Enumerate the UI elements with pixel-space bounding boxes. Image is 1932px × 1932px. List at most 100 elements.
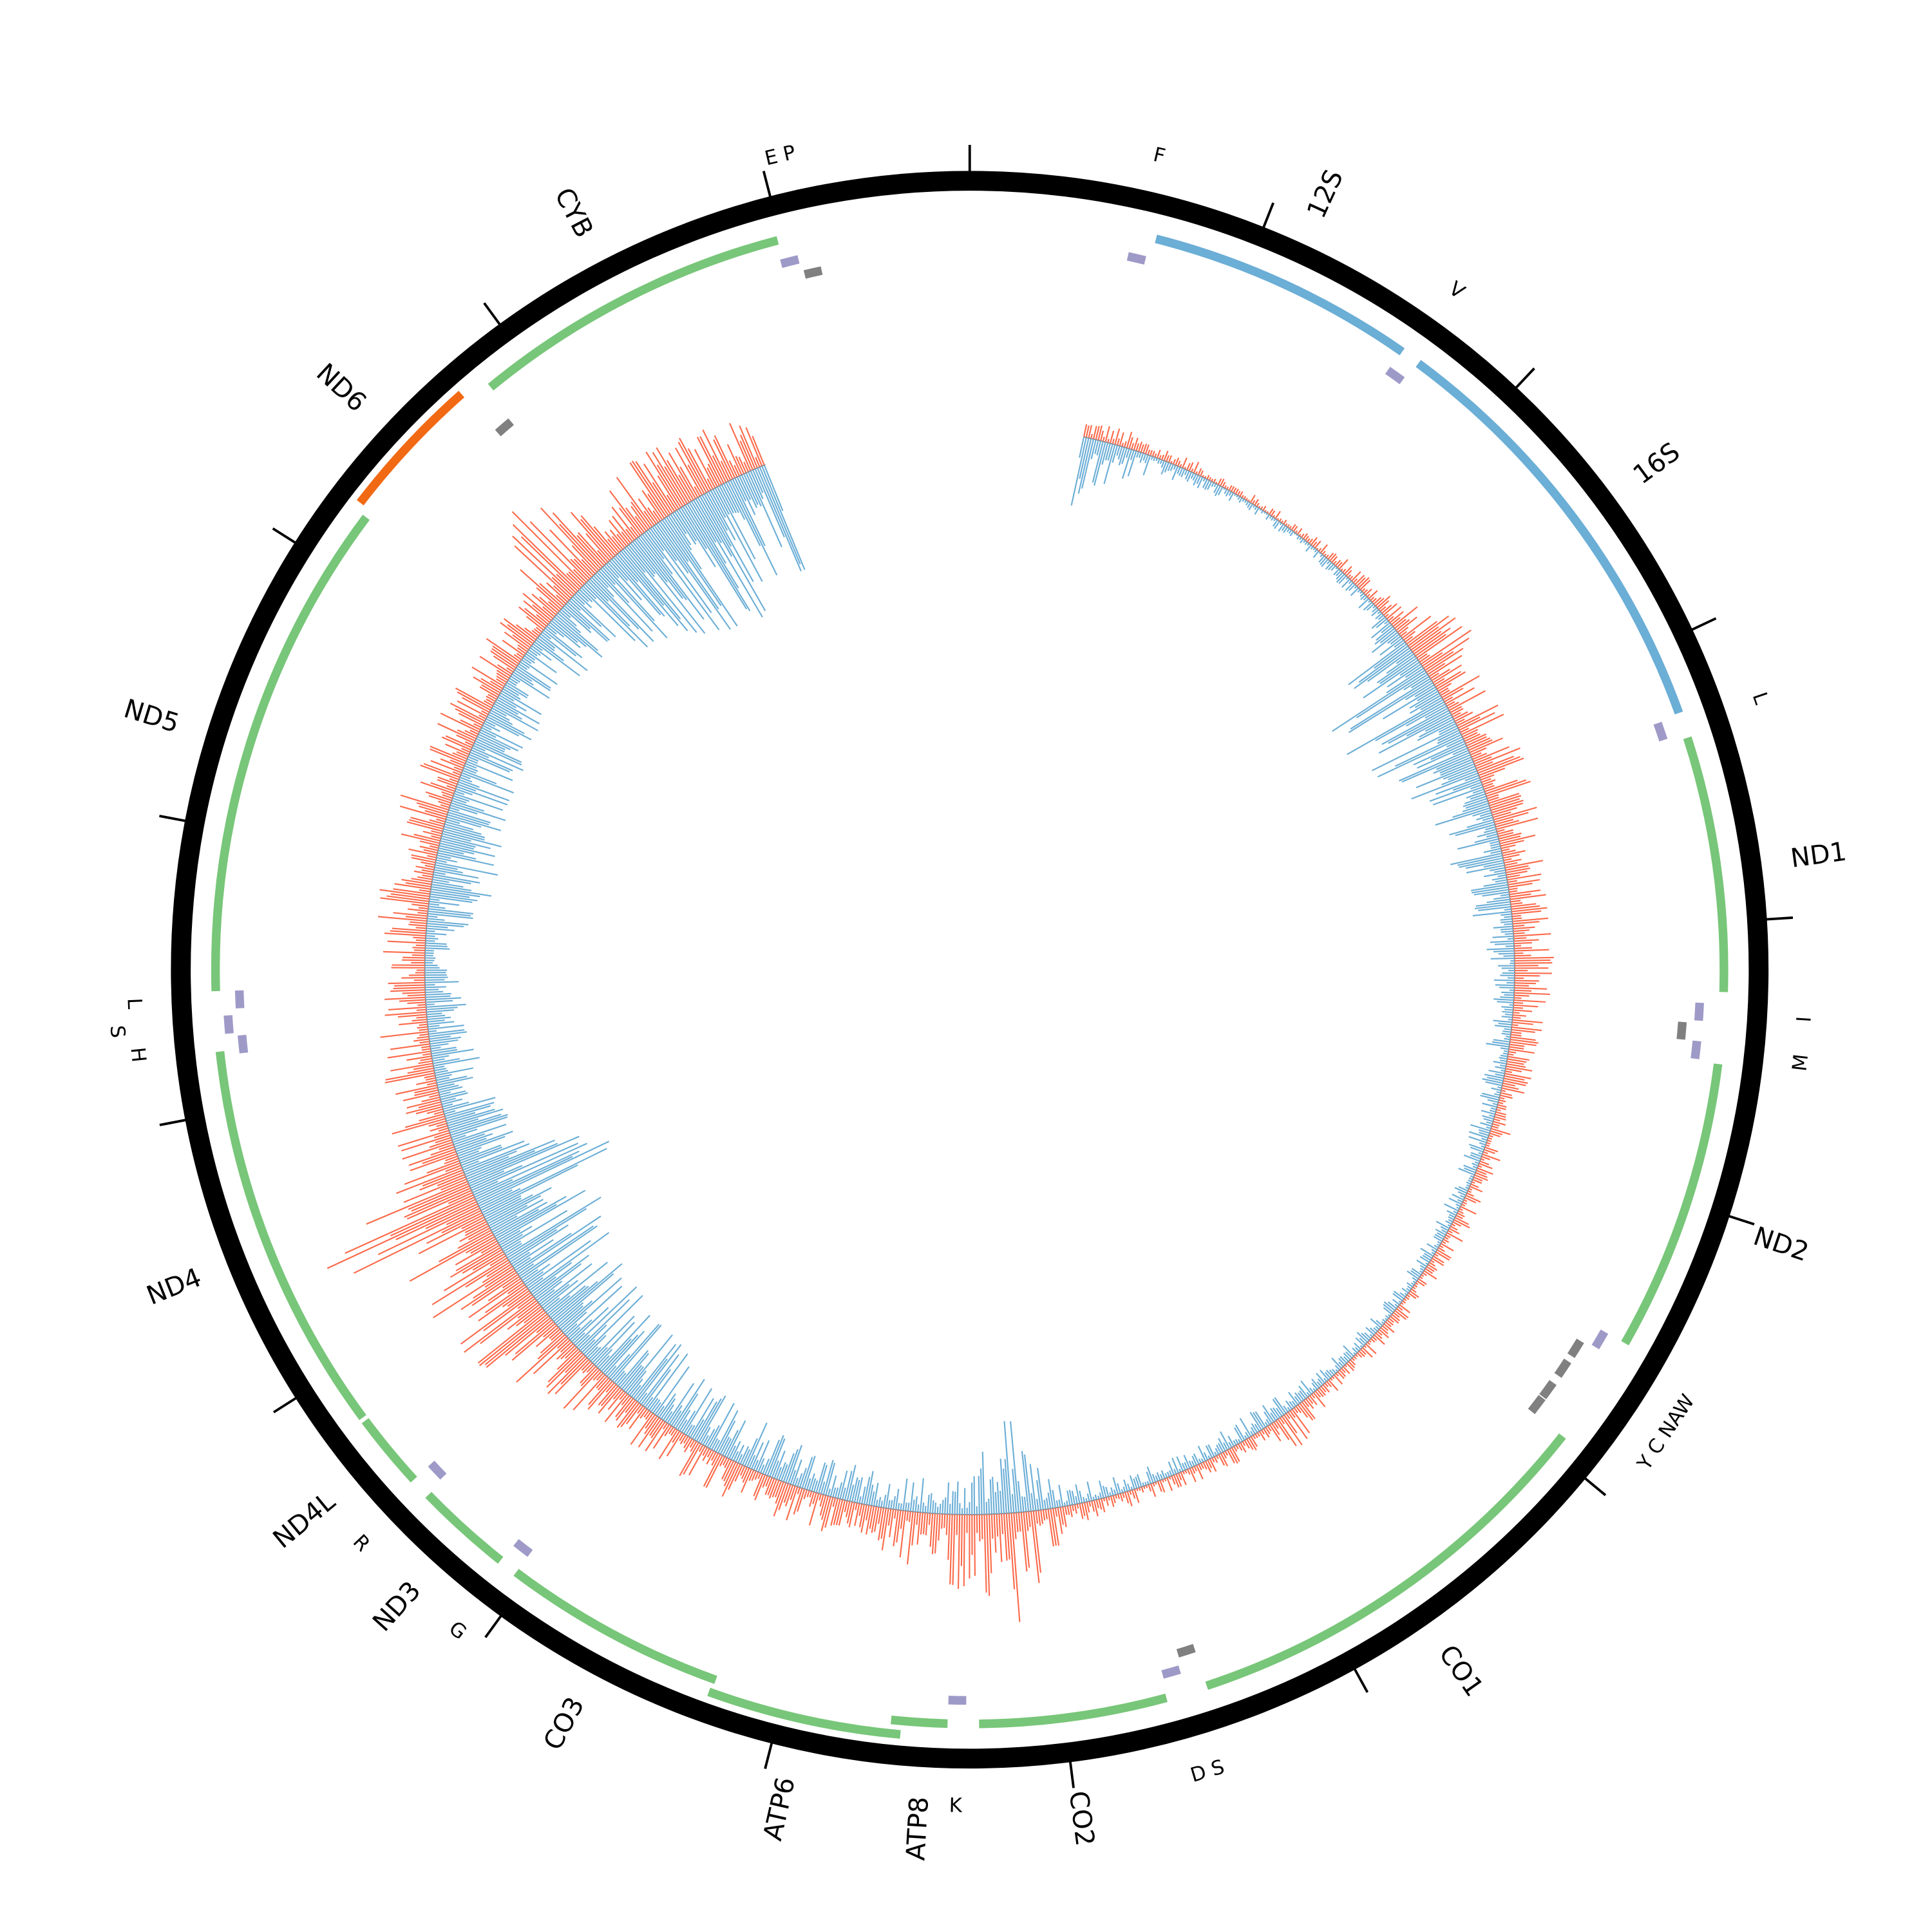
coverage-bar-forward bbox=[1365, 588, 1372, 596]
coverage-bar-reverse bbox=[672, 512, 687, 535]
coverage-bar-reverse bbox=[446, 1108, 495, 1124]
coverage-bar-forward bbox=[1213, 478, 1217, 483]
coverage-bar-reverse bbox=[1171, 1457, 1179, 1473]
coverage-bar-forward bbox=[452, 752, 468, 760]
coverage-bar-reverse bbox=[538, 635, 556, 649]
coverage-bar-forward bbox=[752, 435, 765, 466]
coverage-bar-reverse bbox=[1021, 1496, 1025, 1512]
coverage-bar-forward bbox=[1372, 1336, 1378, 1341]
coverage-bar-forward bbox=[553, 585, 570, 601]
coverage-bar-forward bbox=[735, 455, 744, 475]
coverage-bar-reverse bbox=[1321, 558, 1329, 567]
coverage-bar-reverse bbox=[580, 587, 636, 641]
coverage-bar-forward bbox=[1440, 1242, 1454, 1252]
coverage-bar-reverse bbox=[1468, 1131, 1488, 1139]
coverage-bar-forward bbox=[468, 1227, 491, 1240]
coverage-bar-forward bbox=[1273, 515, 1276, 518]
coverage-bar-reverse bbox=[1254, 506, 1258, 511]
coverage-bar-forward bbox=[556, 1338, 569, 1349]
coverage-bar-reverse bbox=[1404, 1293, 1408, 1296]
coverage-bar-reverse bbox=[1327, 564, 1334, 571]
coverage-bar-forward bbox=[1460, 1206, 1477, 1215]
coverage-bar-reverse bbox=[1387, 1301, 1397, 1309]
coverage-bar-forward bbox=[427, 855, 437, 858]
coverage-bar-forward bbox=[1378, 600, 1390, 611]
coverage-bar-reverse bbox=[730, 1441, 741, 1461]
coverage-bar-reverse bbox=[1086, 1481, 1093, 1501]
coverage-bar-forward bbox=[546, 582, 569, 603]
coverage-bar-reverse bbox=[1452, 1193, 1464, 1200]
coverage-bar-reverse bbox=[1411, 1282, 1415, 1286]
coverage-bar-forward bbox=[426, 1082, 437, 1086]
coverage-bar-reverse bbox=[658, 522, 719, 610]
coverage-bar-reverse bbox=[469, 753, 510, 773]
coverage-bar-forward bbox=[505, 1317, 551, 1356]
coverage-bar-forward bbox=[609, 490, 643, 535]
coverage-bar-forward bbox=[387, 1050, 431, 1059]
coverage-bar-reverse bbox=[1501, 991, 1515, 994]
coverage-bar-reverse bbox=[1381, 1318, 1387, 1323]
coverage-bar-reverse bbox=[716, 486, 756, 560]
coverage-bar-forward bbox=[524, 607, 547, 627]
gene-label: 16S bbox=[1627, 437, 1685, 491]
coverage-bar-reverse bbox=[614, 555, 639, 583]
coverage-bar-forward bbox=[773, 1482, 787, 1517]
coverage-bar-forward bbox=[1373, 597, 1382, 605]
gene-label: ATP6 bbox=[757, 1774, 801, 1843]
coverage-bar-forward bbox=[516, 1305, 542, 1327]
coverage-bar-reverse bbox=[757, 1458, 765, 1473]
trna-label: R bbox=[348, 1530, 375, 1556]
coverage-bar-reverse bbox=[1396, 651, 1413, 665]
coverage-bar-forward bbox=[418, 907, 429, 910]
coverage-bar-forward bbox=[757, 1472, 762, 1479]
coverage-bar-forward bbox=[1258, 506, 1261, 509]
coverage-bar-reverse bbox=[559, 1300, 593, 1330]
coverage-bar-forward bbox=[1388, 1317, 1394, 1323]
coverage-bar-reverse bbox=[491, 707, 507, 717]
coverage-bar-reverse bbox=[761, 466, 806, 570]
coverage-bar-reverse bbox=[1244, 1435, 1247, 1439]
coverage-bar-reverse bbox=[1118, 447, 1126, 466]
coverage-bar-reverse bbox=[1493, 998, 1514, 1001]
coverage-bar-forward bbox=[457, 700, 488, 717]
coverage-bar-forward bbox=[1508, 1050, 1517, 1054]
coverage-bar-forward bbox=[809, 1492, 815, 1507]
coverage-bar-forward bbox=[1370, 596, 1375, 601]
coverage-bar-reverse bbox=[462, 770, 497, 784]
coverage-bar-forward bbox=[1316, 547, 1319, 551]
coverage-bar-reverse bbox=[1482, 891, 1510, 897]
coverage-bar-reverse bbox=[1486, 1043, 1510, 1048]
gene-label: ND3 bbox=[367, 1575, 427, 1637]
coverage-bar-reverse bbox=[1492, 876, 1507, 881]
coverage-bar-forward bbox=[1455, 1215, 1463, 1220]
coverage-bar-reverse bbox=[1365, 1327, 1375, 1336]
coverage-bar-forward bbox=[402, 1141, 453, 1160]
coverage-bar-forward bbox=[1329, 553, 1337, 562]
coverage-bar-forward bbox=[1231, 1447, 1240, 1463]
coverage-bar-reverse bbox=[1296, 535, 1300, 540]
coverage-bar-forward bbox=[535, 627, 543, 633]
coverage-bar-forward bbox=[1242, 1441, 1246, 1446]
coverage-bar-reverse bbox=[1440, 761, 1474, 776]
coverage-bar-reverse bbox=[1491, 1087, 1502, 1092]
coverage-bar-reverse bbox=[1486, 1121, 1493, 1125]
coverage-bar-reverse bbox=[858, 1496, 862, 1504]
coverage-bar-forward bbox=[1265, 1426, 1271, 1435]
coverage-bar-forward bbox=[1509, 890, 1518, 893]
coverage-bar-forward bbox=[470, 1238, 497, 1254]
coverage-bar-reverse bbox=[1237, 496, 1241, 500]
coverage-bar-forward bbox=[678, 474, 694, 500]
coverage-bar-forward bbox=[414, 1089, 439, 1096]
coverage-bar-forward bbox=[1050, 1508, 1057, 1546]
coverage-bar-reverse bbox=[1300, 1380, 1312, 1395]
coverage-bar-reverse bbox=[432, 878, 450, 884]
coverage-bar-reverse bbox=[1500, 893, 1510, 896]
coverage-bar-reverse bbox=[1504, 1013, 1513, 1016]
coverage-bar-forward bbox=[1407, 615, 1450, 647]
coverage-bar-reverse bbox=[486, 715, 532, 741]
coverage-bar-forward bbox=[390, 893, 430, 900]
coverage-bar-reverse bbox=[1361, 1332, 1370, 1341]
coverage-bar-forward bbox=[1375, 598, 1385, 607]
coverage-bar-forward bbox=[1274, 511, 1281, 519]
coverage-bar-forward bbox=[666, 1432, 683, 1457]
